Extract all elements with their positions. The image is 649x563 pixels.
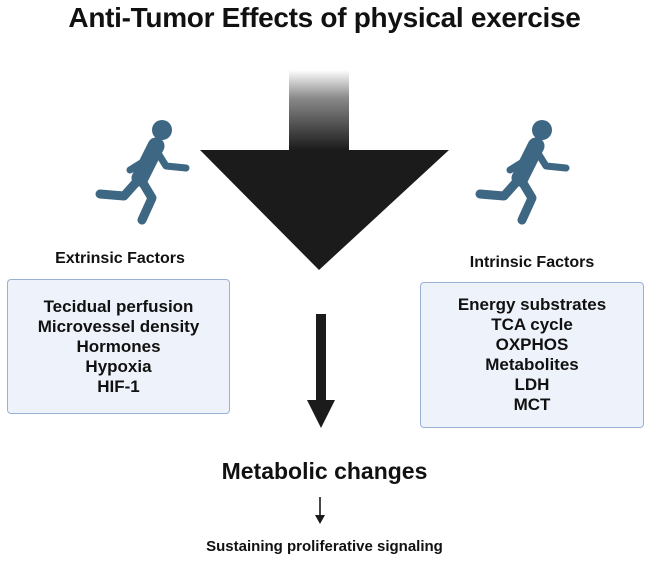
running-person-icon <box>95 120 190 225</box>
diagram-title: Anti-Tumor Effects of physical exercise <box>68 2 581 33</box>
down-arrow-icon <box>307 314 335 428</box>
extrinsic-factor-item: Hypoxia <box>85 356 152 376</box>
extrinsic-factors-label: Extrinsic Factors <box>55 250 185 267</box>
metabolic-changes-label: Metabolic changes <box>221 458 428 484</box>
intrinsic-factor-item: OXPHOS <box>495 335 569 354</box>
extrinsic-factor-item: Hormones <box>76 336 161 356</box>
small-down-arrow-icon <box>315 497 325 524</box>
intrinsic-factor-item: LDH <box>514 375 550 394</box>
intrinsic-factor-item: TCA cycle <box>491 315 573 334</box>
extrinsic-factor-item: Microvessel density <box>37 316 200 336</box>
intrinsic-factor-item: MCT <box>513 395 551 414</box>
running-person-icon <box>475 120 570 225</box>
extrinsic-factor-item: HIF-1 <box>97 376 140 396</box>
intrinsic-factor-item: Energy substrates <box>457 295 607 314</box>
extrinsic-factors-box: Tecidual perfusion Microvessel density H… <box>7 279 230 414</box>
intrinsic-factors-label: Intrinsic Factors <box>469 254 595 271</box>
extrinsic-factor-item: Tecidual perfusion <box>43 296 194 316</box>
intrinsic-factor-item: Metabolites <box>485 355 579 374</box>
sustaining-signaling-label: Sustaining proliferative signaling <box>206 538 443 555</box>
big-down-arrow-icon <box>200 70 449 270</box>
intrinsic-factors-box: Energy substrates TCA cycle OXPHOS Metab… <box>420 282 644 428</box>
